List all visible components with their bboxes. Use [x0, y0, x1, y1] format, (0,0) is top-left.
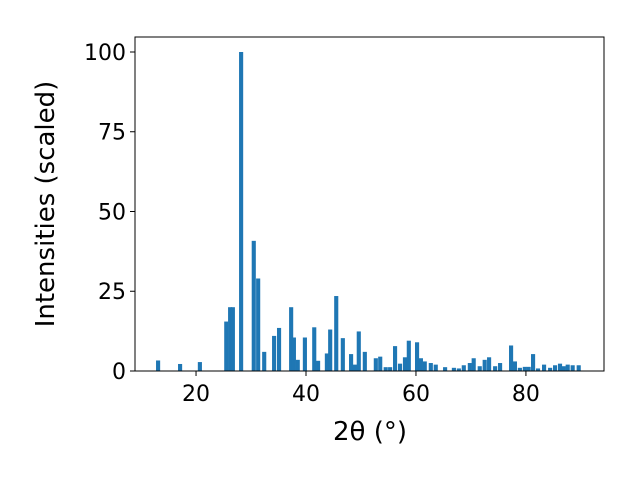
bar: [402, 357, 408, 371]
bar: [414, 342, 420, 371]
bar: [356, 331, 361, 371]
bar: [428, 363, 433, 371]
bar: [393, 346, 398, 371]
bar: [349, 354, 354, 371]
x-axis-label: 2θ (°): [333, 417, 407, 447]
bar: [334, 296, 339, 371]
bar: [373, 358, 378, 371]
bar: [512, 361, 517, 371]
bar: [493, 366, 498, 371]
bar: [467, 363, 472, 371]
x-tick-label: 60: [402, 382, 430, 407]
bar: [471, 358, 476, 371]
bar: [531, 354, 536, 371]
bar: [302, 337, 307, 371]
bar: [517, 367, 522, 371]
bar: [316, 360, 321, 371]
bar: [487, 357, 492, 371]
bar: [443, 367, 448, 371]
bar: [422, 361, 427, 371]
plot-frame: [134, 36, 605, 372]
bar: [561, 366, 566, 371]
bar: [340, 338, 345, 371]
bar: [383, 367, 388, 371]
bar: [197, 362, 202, 371]
bar: [397, 363, 403, 371]
bar: [230, 307, 235, 371]
bar: [251, 240, 256, 371]
bar: [557, 363, 563, 371]
bar: [239, 51, 244, 371]
bar: [272, 335, 277, 371]
bar: [256, 278, 261, 371]
bar: [570, 365, 575, 371]
y-tick-label: 25: [98, 280, 126, 305]
bar: [328, 329, 333, 371]
y-tick-label: 75: [98, 121, 126, 146]
bar: [576, 365, 581, 371]
bar: [295, 359, 300, 371]
bar: [406, 340, 411, 371]
y-tick-label: 0: [112, 360, 126, 385]
bar: [451, 367, 456, 371]
bar: [522, 366, 527, 371]
bar: [156, 360, 161, 371]
bar: [433, 364, 438, 371]
bar: [526, 366, 531, 371]
bar: [178, 363, 183, 371]
bar: [312, 327, 317, 371]
bar: [553, 365, 558, 371]
bar: [378, 356, 383, 371]
bar: [482, 359, 487, 371]
bar: [276, 327, 282, 371]
bar: [535, 368, 541, 371]
bar: [352, 364, 357, 371]
y-axis-label: Intensities (scaled): [31, 81, 61, 328]
bar: [291, 337, 296, 371]
bar: [388, 367, 393, 371]
bar: [548, 367, 553, 371]
bar: [324, 353, 329, 371]
bar: [461, 365, 466, 371]
bar: [509, 345, 514, 371]
bar: [565, 364, 570, 371]
bar: [262, 351, 267, 371]
bar: [456, 368, 461, 371]
bar: [289, 307, 294, 371]
bar: [418, 358, 423, 371]
y-tick-label: 50: [98, 200, 126, 225]
y-tick-label: 100: [84, 41, 126, 66]
bar: [362, 351, 367, 371]
bar: [477, 366, 482, 371]
bar: [224, 321, 229, 371]
x-tick-label: 40: [292, 382, 320, 407]
x-tick-label: 20: [182, 382, 210, 407]
x-tick-label: 80: [512, 382, 540, 407]
bar: [228, 307, 233, 371]
bar: [542, 364, 547, 371]
bar: [498, 363, 503, 371]
